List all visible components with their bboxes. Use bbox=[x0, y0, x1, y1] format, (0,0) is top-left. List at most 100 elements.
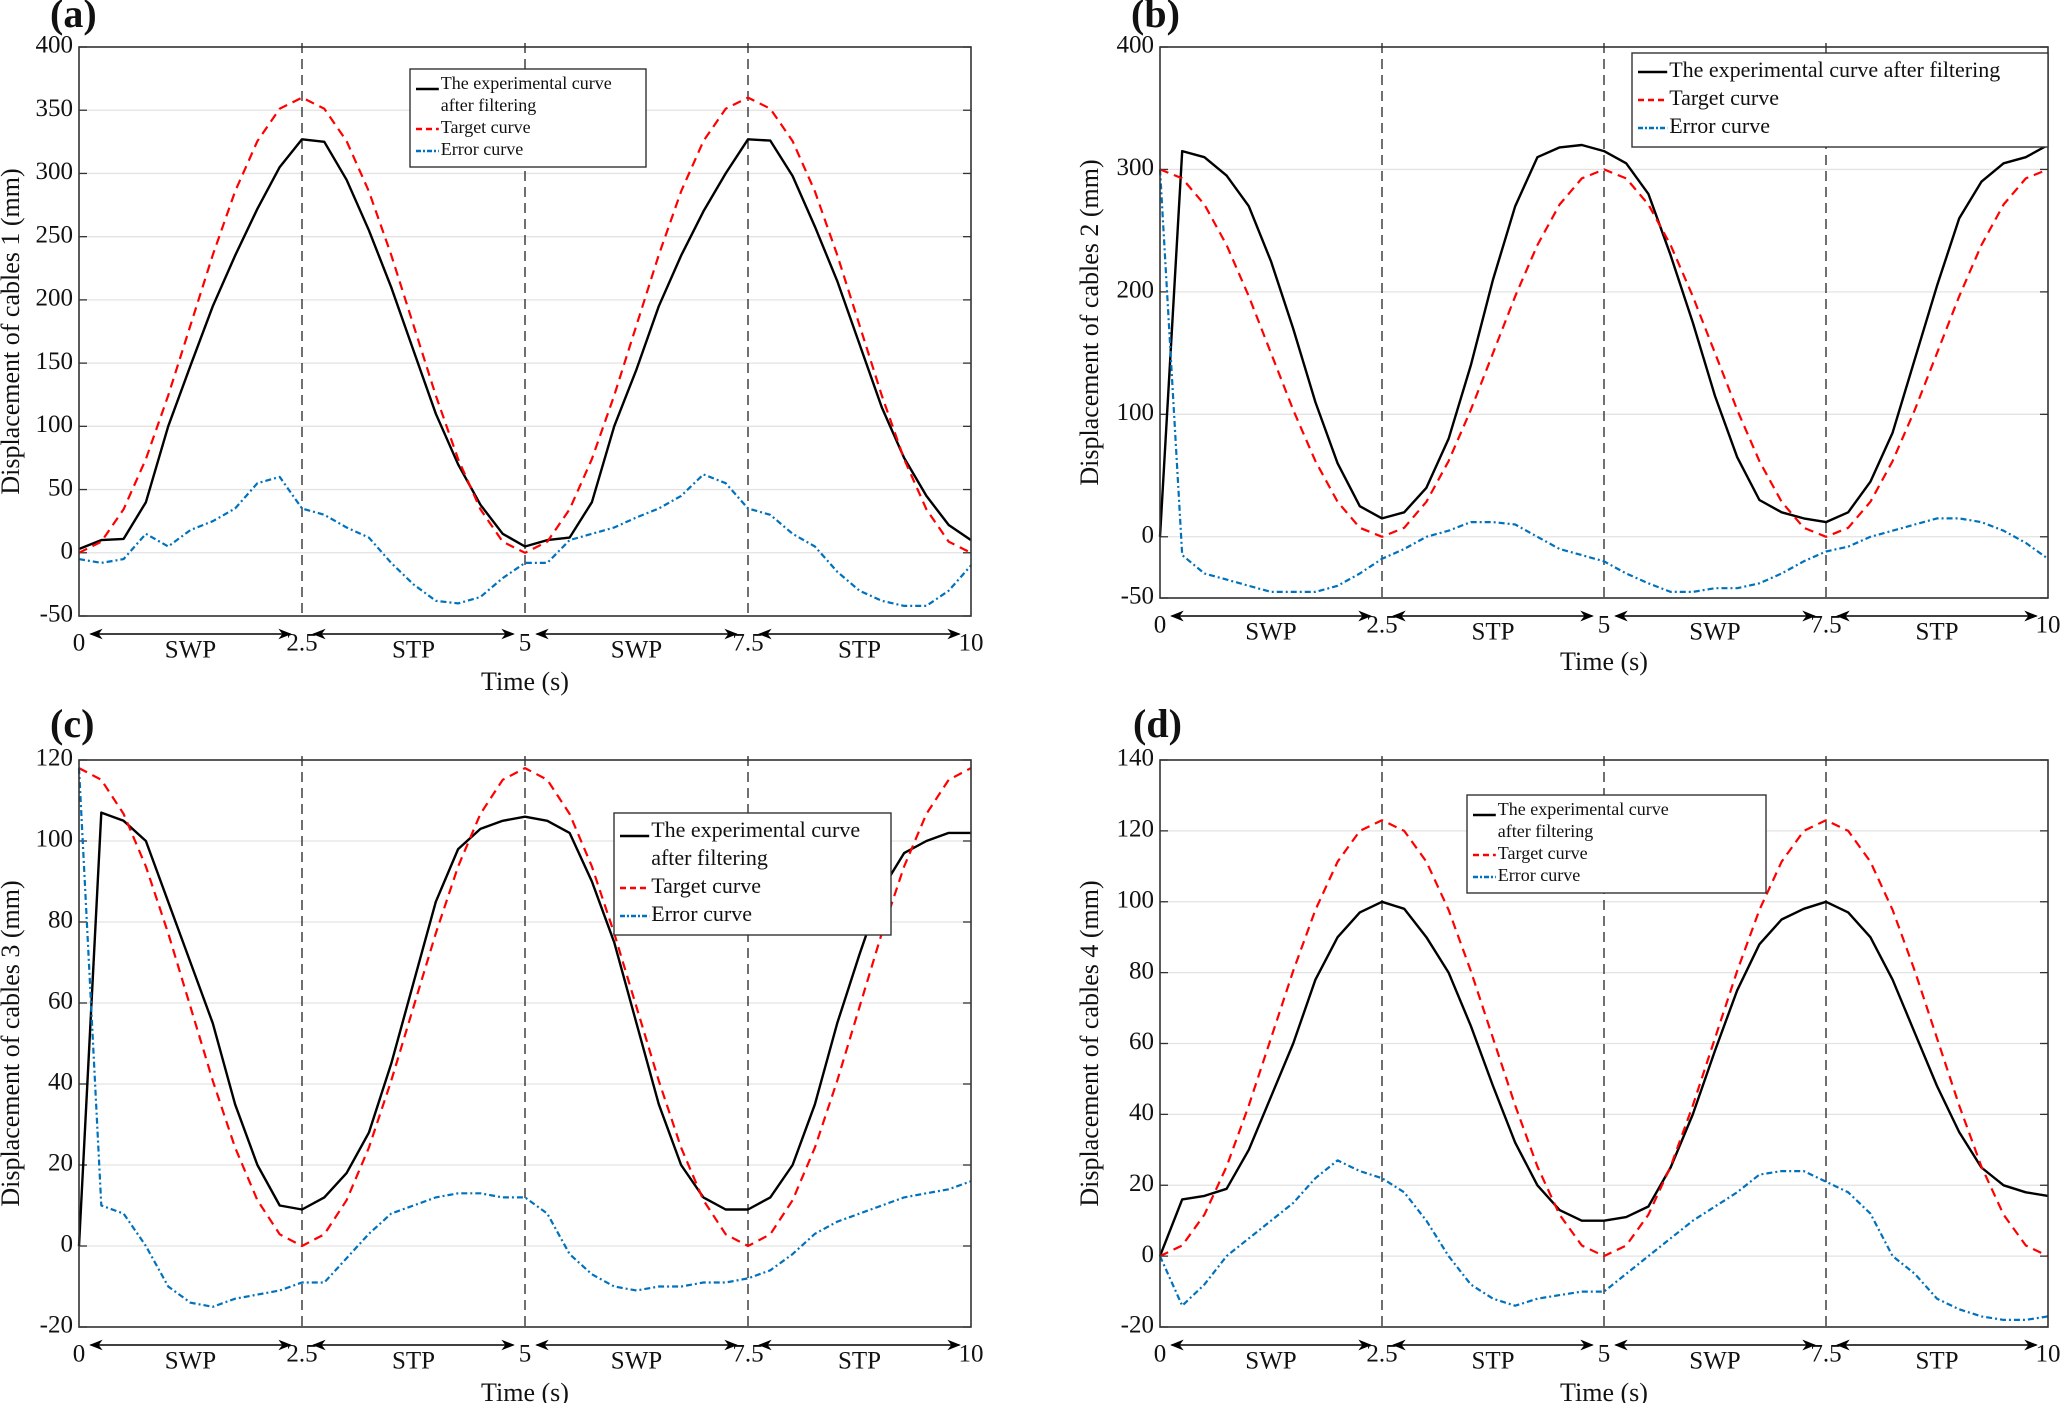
x-tick-label: 10 bbox=[2036, 612, 2061, 639]
y-tick-label: 40 bbox=[48, 1069, 73, 1096]
y-tick-label: 120 bbox=[36, 745, 74, 772]
legend-label: Target curve bbox=[441, 117, 531, 137]
phase-label: STP bbox=[838, 637, 881, 664]
y-tick-label: -50 bbox=[1121, 583, 1154, 610]
legend-box bbox=[613, 812, 892, 936]
axes-box bbox=[78, 46, 972, 617]
series-line-experimental bbox=[78, 138, 972, 551]
phase-label: STP bbox=[838, 1348, 881, 1375]
series-line-target bbox=[1159, 819, 2049, 1258]
legend-label: The experimental curve bbox=[1498, 799, 1669, 819]
x-tick-label: 2.5 bbox=[286, 1341, 317, 1368]
x-tick-label: 7.5 bbox=[732, 1341, 763, 1368]
phase-label: SWP bbox=[165, 637, 216, 664]
x-tick-label: 0 bbox=[73, 1341, 86, 1368]
x-tick-label: 2.5 bbox=[1366, 1341, 1397, 1368]
legend-label: Error curve bbox=[1498, 865, 1580, 885]
y-tick-label: 0 bbox=[1142, 1241, 1155, 1268]
y-tick-label: 50 bbox=[48, 474, 73, 501]
x-tick-label: 5 bbox=[1598, 1341, 1611, 1368]
legend-label: Error curve bbox=[651, 901, 752, 926]
y-tick-label: 0 bbox=[61, 1231, 74, 1258]
x-tick-label: 2.5 bbox=[1366, 612, 1397, 639]
series-line-target bbox=[1159, 168, 2049, 538]
y-tick-label: 400 bbox=[1117, 32, 1155, 59]
y-tick-label: 100 bbox=[1117, 399, 1155, 426]
phase-label: SWP bbox=[165, 1348, 216, 1375]
legend: The experimental curve after filtering Ta… bbox=[613, 812, 892, 936]
legend-box bbox=[1631, 52, 2049, 148]
legend-label: Target curve bbox=[651, 873, 761, 898]
y-tick-label: 300 bbox=[36, 158, 74, 185]
legend-label: Target curve bbox=[1498, 843, 1588, 863]
axes-box bbox=[78, 759, 972, 1328]
x-tick-label: 10 bbox=[2036, 1341, 2061, 1368]
panel-label: (b) bbox=[1131, 0, 1180, 36]
y-tick-label: -50 bbox=[40, 601, 73, 628]
x-tick-label: 10 bbox=[959, 1341, 984, 1368]
y-tick-label: 80 bbox=[1129, 957, 1154, 984]
y-tick-label: 60 bbox=[1129, 1028, 1154, 1055]
phase-label: SWP bbox=[611, 637, 662, 664]
series-line-target bbox=[78, 766, 972, 1248]
y-tick-label: 100 bbox=[1117, 886, 1155, 913]
x-tick-label: 10 bbox=[959, 630, 984, 657]
series-line-target bbox=[78, 96, 972, 554]
phase-label: SWP bbox=[611, 1348, 662, 1375]
phase-label: SWP bbox=[1689, 619, 1740, 646]
x-axis-label: Time (s) bbox=[1560, 1378, 1648, 1403]
series-line-experimental bbox=[1158, 900, 2049, 1257]
y-axis-label: Displacement of cables 2 (mm) bbox=[1075, 159, 1104, 485]
x-axis-label: Time (s) bbox=[481, 1378, 569, 1403]
x-tick-label: 7.5 bbox=[1810, 612, 1841, 639]
y-tick-label: 200 bbox=[1117, 277, 1155, 304]
x-tick-label: 5 bbox=[1598, 612, 1611, 639]
phase-label: STP bbox=[392, 637, 435, 664]
legend-label: Target curve bbox=[1669, 85, 1779, 110]
phase-label: STP bbox=[1915, 1348, 1958, 1375]
legend-label: The experimental curve after filtering bbox=[1669, 57, 2000, 82]
x-tick-label: 5 bbox=[519, 1341, 532, 1368]
y-tick-label: 20 bbox=[48, 1150, 73, 1177]
x-tick-label: 2.5 bbox=[286, 630, 317, 657]
y-tick-label: 0 bbox=[61, 538, 74, 565]
y-axis-label: Displacement of cables 3 (mm) bbox=[0, 880, 25, 1206]
legend: The experimental curve after filtering Ta… bbox=[1631, 52, 2049, 148]
legend-box bbox=[1466, 794, 1767, 894]
y-tick-label: 350 bbox=[36, 95, 74, 122]
panel-label: (a) bbox=[50, 0, 97, 36]
phase-label: STP bbox=[1471, 619, 1514, 646]
legend-label: Error curve bbox=[1669, 113, 1770, 138]
y-tick-label: 140 bbox=[1117, 745, 1155, 772]
legend-label: after filtering bbox=[441, 95, 536, 115]
legend-label: The experimental curve bbox=[651, 817, 860, 842]
phase-label: STP bbox=[1915, 619, 1958, 646]
x-tick-label: 0 bbox=[73, 630, 86, 657]
phase-label: SWP bbox=[1245, 1348, 1296, 1375]
y-tick-label: 100 bbox=[36, 411, 74, 438]
y-tick-label: 100 bbox=[36, 826, 74, 853]
y-tick-label: 250 bbox=[36, 221, 74, 248]
x-axis-label: Time (s) bbox=[481, 667, 569, 696]
panel-label: (c) bbox=[50, 701, 94, 746]
series-line-error bbox=[1158, 1159, 2049, 1322]
y-tick-label: 40 bbox=[1129, 1099, 1154, 1126]
y-tick-label: 120 bbox=[1117, 816, 1155, 843]
axes-box bbox=[1159, 759, 2049, 1328]
x-tick-label: 5 bbox=[519, 630, 532, 657]
y-tick-label: 400 bbox=[36, 32, 74, 59]
legend-label: Error curve bbox=[441, 139, 523, 159]
legend-label: after filtering bbox=[651, 845, 768, 870]
x-tick-label: 7.5 bbox=[1810, 1341, 1841, 1368]
phase-label: STP bbox=[392, 1348, 435, 1375]
x-tick-label: 0 bbox=[1154, 1341, 1167, 1368]
y-axis-label: Displacement of cables 1 (mm) bbox=[0, 168, 25, 494]
legend-label: after filtering bbox=[1498, 821, 1593, 841]
